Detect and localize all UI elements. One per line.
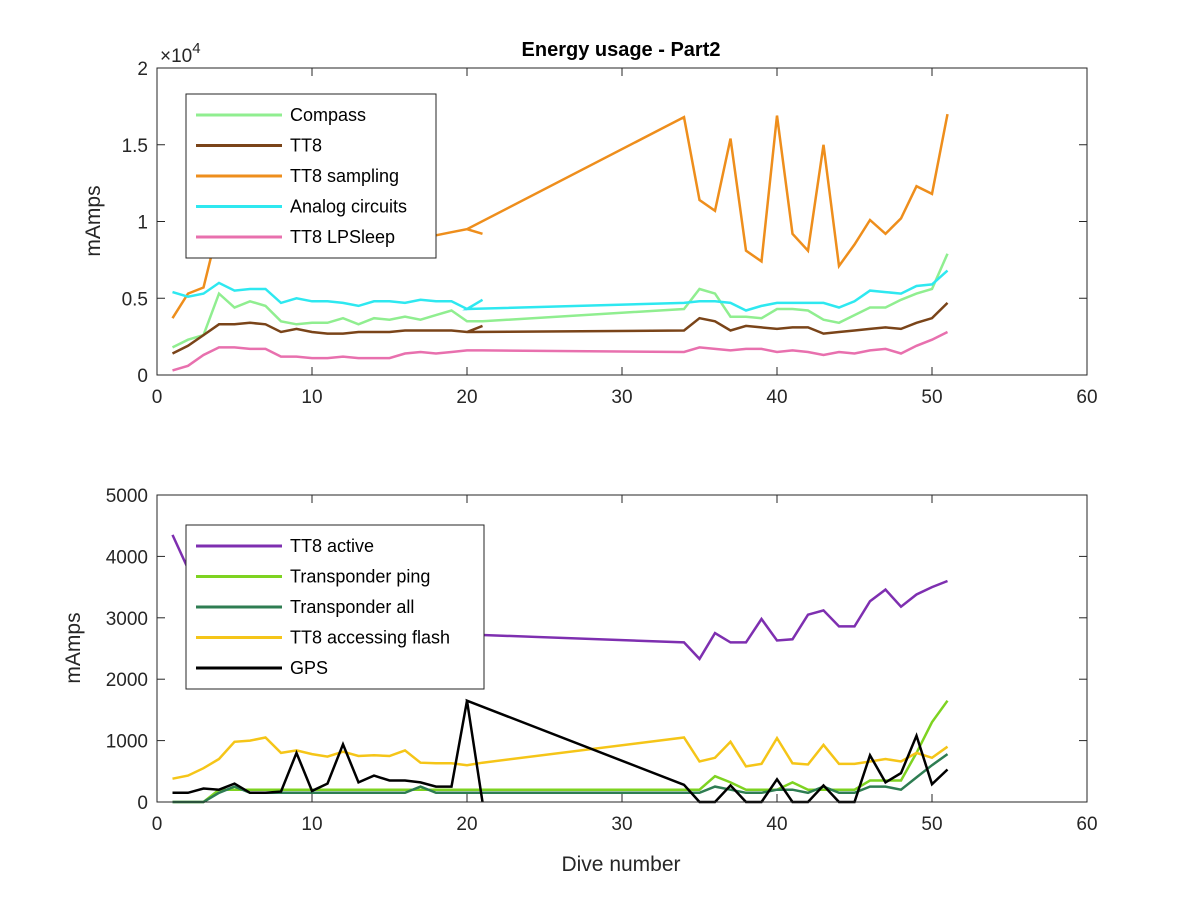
x-tick-label: 30 <box>611 814 632 835</box>
legend-label-compass: Compass <box>290 105 366 125</box>
x-tick-label: 40 <box>766 387 787 408</box>
series-line-transponder-ping <box>172 699 949 804</box>
x-tick-label: 60 <box>1076 387 1097 408</box>
legend-label-tt8-sampling: TT8 sampling <box>290 166 399 186</box>
legend-label-tt8-lpsleep: TT8 LPSleep <box>290 227 395 247</box>
x-tick-label: 20 <box>456 814 477 835</box>
legend-label-tt8-accessing-flash: TT8 accessing flash <box>290 628 450 648</box>
legend: Compass TT8 TT8 sampling Analog circuits TT8… <box>185 93 437 259</box>
x-tick-label: 10 <box>301 387 322 408</box>
y-exponent-base: ×10 <box>160 46 192 67</box>
x-axis-label: Dive number <box>561 853 680 876</box>
y-tick-label: 2000 <box>106 670 148 691</box>
y-tick-label: 1000 <box>106 732 148 753</box>
legend-label-tt8-active: TT8 active <box>290 536 374 556</box>
x-tick-label: 50 <box>921 387 942 408</box>
y-tick-label: 2 <box>137 59 148 80</box>
x-tick-label: 10 <box>301 814 322 835</box>
legend-label-transponder-all: Transponder all <box>290 597 414 617</box>
y-tick-label: 1.5 <box>122 136 148 157</box>
series-line-tt8-lpsleep <box>172 330 949 372</box>
x-tick-label: 0 <box>152 387 163 408</box>
series-line-analog-circuits <box>172 269 949 312</box>
x-tick-label: 50 <box>921 814 942 835</box>
chart-title: Energy usage - Part2 <box>522 39 721 61</box>
y-exponent-power: 4 <box>192 40 200 57</box>
x-tick-label: 0 <box>152 814 163 835</box>
y-tick-label: 0 <box>137 366 148 387</box>
legend-label-analog-circuits: Analog circuits <box>290 197 407 217</box>
x-tick-label: 20 <box>456 387 477 408</box>
y-tick-label: 3000 <box>106 609 148 630</box>
top-axes: 0 10 20 30 40 50 60 0 0.5 1 1.5 2 ×104 mAmps Compass TT… <box>82 40 1098 408</box>
x-tick-label: 40 <box>766 814 787 835</box>
legend-label-transponder-ping: Transponder ping <box>290 567 430 587</box>
x-tick-label: 60 <box>1076 814 1097 835</box>
y-tick-label: 1 <box>137 213 148 234</box>
y-axis-label: mAmps <box>82 185 105 256</box>
legend-label-gps: GPS <box>290 658 328 678</box>
series-line-tt8-accessing-flash <box>172 735 949 780</box>
series-line-compass <box>171 253 949 349</box>
legend-box <box>185 93 437 259</box>
series-line-tt8 <box>171 302 949 355</box>
y-exponent-label: ×104 <box>160 40 201 67</box>
y-tick-label: 4000 <box>106 547 148 568</box>
y-tick-label: 0 <box>137 793 148 814</box>
legend-label-tt8: TT8 <box>290 136 322 156</box>
x-tick-label: 30 <box>611 387 632 408</box>
bottom-axes: 0 10 20 30 40 50 60 0 1000 2000 3000 4000 5000 mAmps T… <box>62 486 1098 835</box>
legend: TT8 active Transponder ping Transponder al… <box>185 524 485 690</box>
y-tick-label: 5000 <box>106 486 148 507</box>
y-axis-label: mAmps <box>62 612 85 683</box>
y-tick-label: 0.5 <box>122 289 148 310</box>
